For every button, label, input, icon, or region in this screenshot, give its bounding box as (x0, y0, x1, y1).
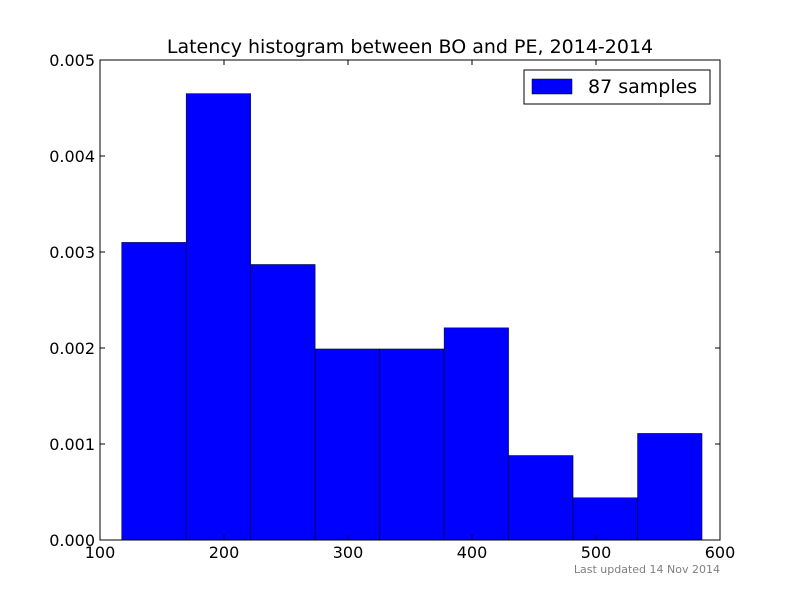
histogram-bar (250, 264, 316, 541)
legend-swatch (531, 78, 573, 95)
x-tick-label: 300 (333, 543, 364, 562)
histogram-bar (572, 497, 638, 541)
x-tick-label: 600 (705, 543, 736, 562)
histogram-bar (314, 348, 380, 541)
legend: 87 samples (523, 69, 711, 105)
histogram-bar (637, 433, 703, 541)
y-tick-label: 0.000 (49, 531, 95, 550)
last-updated-note: Last updated 14 Nov 2014 (573, 563, 720, 576)
x-tick-label: 500 (581, 543, 612, 562)
y-tick-label: 0.004 (49, 147, 95, 166)
plot-frame (99, 59, 721, 541)
y-tick-label: 0.002 (49, 339, 95, 358)
x-axis: 100 200 300 400 500 600 (85, 60, 736, 562)
bars-group (121, 93, 703, 541)
x-tick-label: 200 (209, 543, 240, 562)
histogram-bar (508, 455, 574, 541)
y-tick-label: 0.003 (49, 243, 95, 262)
histogram-bar (121, 242, 187, 541)
chart-title: Latency histogram between BO and PE, 201… (167, 36, 653, 58)
y-tick-label: 0.005 (49, 51, 95, 70)
histogram-bar (185, 93, 251, 541)
legend-label: 87 samples (588, 76, 697, 98)
histogram-bar (379, 348, 445, 541)
y-tick-label: 0.001 (49, 435, 95, 454)
x-tick-label: 100 (85, 543, 116, 562)
histogram-bar (443, 327, 509, 541)
y-axis: 0.000 0.001 0.002 0.003 0.004 0.005 (49, 51, 720, 550)
x-tick-label: 400 (457, 543, 488, 562)
